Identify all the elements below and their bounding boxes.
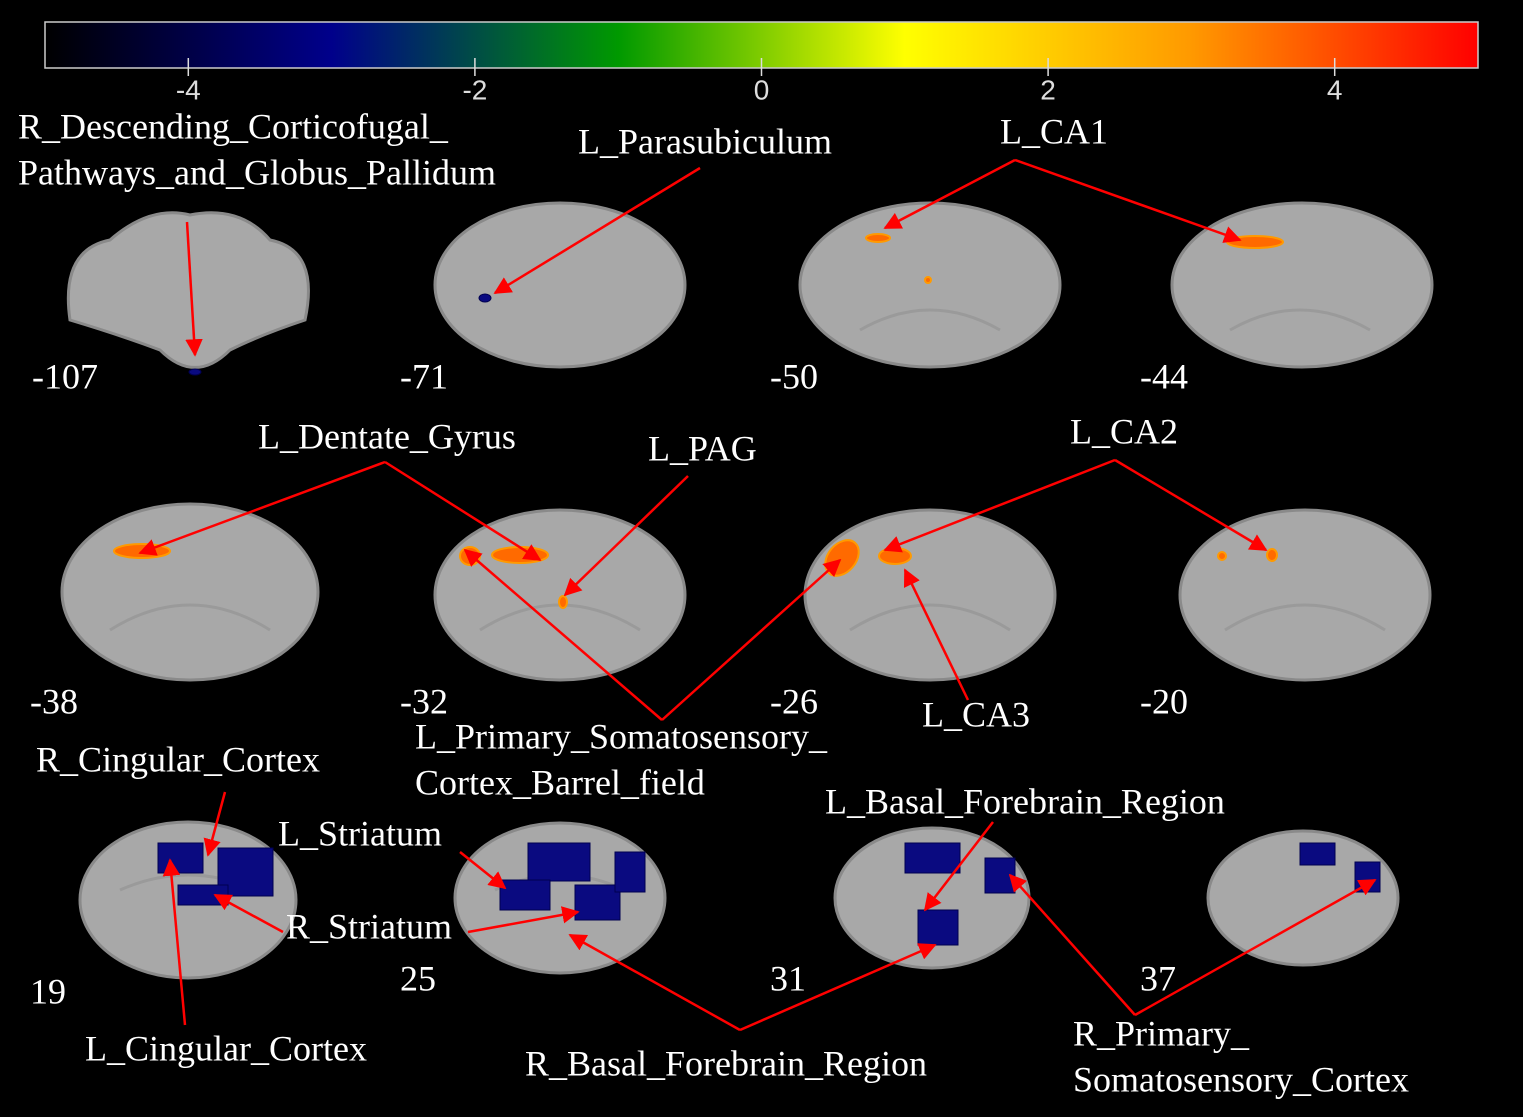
- region-label: Pathways_and_Globus_Pallidum: [18, 152, 496, 192]
- brain-slice: [66, 211, 310, 369]
- activation-blob: [459, 546, 481, 566]
- slice-label: -71: [400, 356, 448, 396]
- slice-label: -50: [770, 356, 818, 396]
- region-label: L_Basal_Forebrain_Region: [825, 781, 1225, 821]
- brain-slice: [803, 508, 1057, 682]
- activation-blob: [924, 276, 932, 284]
- region-label: L_CA3: [922, 694, 1030, 734]
- activation-blob: [614, 851, 646, 893]
- region-label: Somatosensory_Cortex: [1073, 1059, 1409, 1099]
- brain-slice: [433, 508, 687, 682]
- brain-slice: [433, 201, 687, 369]
- slice-label: -38: [30, 681, 78, 721]
- brain-slice: [1206, 829, 1400, 967]
- activation-blob: [478, 293, 492, 303]
- slice-label: -20: [1140, 681, 1188, 721]
- activation-blob: [1266, 548, 1278, 562]
- region-label: Cortex_Barrel_field: [415, 762, 705, 802]
- slice-label: -44: [1140, 356, 1188, 396]
- brain-slice: [1178, 508, 1432, 682]
- colorbar-tick-label: 0: [754, 74, 770, 105]
- colorbar-tick-label: 4: [1327, 74, 1343, 105]
- colorbar-tick-label: 2: [1040, 74, 1056, 105]
- colorbar-tick-label: -4: [176, 74, 201, 105]
- region-label: L_Primary_Somatosensory_: [415, 716, 828, 756]
- region-label: L_Parasubiculum: [578, 121, 832, 161]
- slice-label: -32: [400, 681, 448, 721]
- region-label: R_Descending_Corticofugal_: [18, 106, 449, 146]
- brain-slice: [60, 502, 320, 682]
- region-label: L_CA1: [1000, 111, 1108, 151]
- activation-blob: [865, 233, 891, 243]
- activation-blob: [499, 879, 551, 911]
- activation-blob: [1217, 551, 1227, 561]
- activation-blob: [1299, 842, 1336, 866]
- activation-blob: [878, 547, 912, 565]
- activation-blob: [904, 842, 961, 874]
- activation-blob: [574, 884, 621, 921]
- slice-label: 31: [770, 958, 806, 998]
- activation-blob: [177, 884, 229, 906]
- region-label: L_Cingular_Cortex: [85, 1028, 367, 1068]
- activation-blob: [157, 842, 204, 874]
- arrows: [138, 158, 1377, 1032]
- region-label: L_Dentate_Gyrus: [258, 416, 516, 456]
- region-label: L_Striatum: [278, 813, 442, 853]
- colorbar-tick-label: -2: [462, 74, 487, 105]
- region-label: R_Cingular_Cortex: [36, 739, 320, 779]
- region-label: R_Basal_Forebrain_Region: [525, 1043, 927, 1083]
- activation-blob: [188, 368, 202, 376]
- slice-label: -26: [770, 681, 818, 721]
- activation-blob: [558, 595, 568, 609]
- region-label: L_PAG: [648, 428, 757, 468]
- slice-label: 25: [400, 958, 436, 998]
- slice-label: 19: [30, 971, 66, 1011]
- activation-blob: [1354, 861, 1381, 893]
- brain-slice: [1170, 201, 1434, 369]
- region-label: R_Striatum: [286, 906, 452, 946]
- activation-blob: [527, 842, 591, 882]
- slice-label: 37: [1140, 958, 1176, 998]
- slice-label: -107: [32, 356, 98, 396]
- region-label: R_Primary_: [1073, 1013, 1250, 1053]
- region-label: L_CA2: [1070, 411, 1178, 451]
- activation-blob: [917, 909, 959, 946]
- brain-slice: [798, 201, 1062, 369]
- brain-slice: [453, 821, 667, 975]
